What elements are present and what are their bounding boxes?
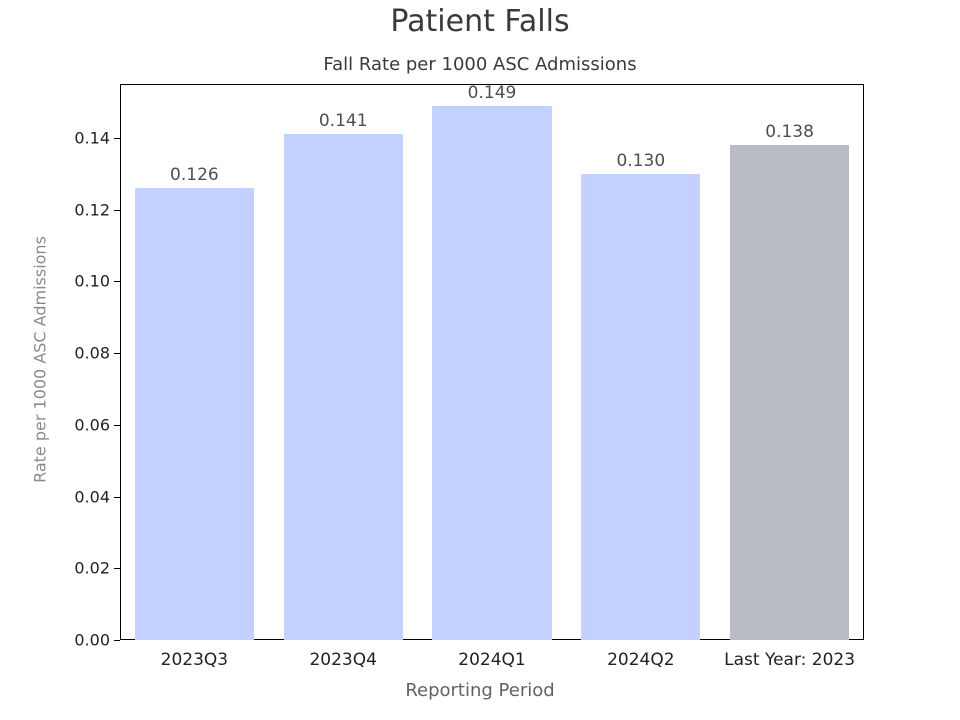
y-tick-mark	[114, 353, 120, 354]
x-tick-label: 2024Q2	[607, 650, 674, 670]
bar-value-label: 0.126	[170, 165, 219, 185]
chart-subtitle: Fall Rate per 1000 ASC Admissions	[0, 54, 960, 75]
chart-page: Patient Falls Fall Rate per 1000 ASC Adm…	[0, 0, 960, 720]
x-tick-label: 2024Q1	[458, 650, 525, 670]
bar	[284, 134, 403, 640]
y-tick-mark	[114, 640, 120, 641]
x-tick-label: Last Year: 2023	[724, 650, 855, 670]
bar	[730, 145, 849, 640]
y-tick-label: 0.02	[0, 559, 110, 578]
y-tick-mark	[114, 425, 120, 426]
y-tick-label: 0.08	[0, 344, 110, 363]
bar-value-label: 0.149	[468, 83, 517, 103]
x-tick-label: 2023Q3	[161, 650, 228, 670]
y-tick-label: 0.14	[0, 128, 110, 147]
bar-value-label: 0.141	[319, 111, 368, 131]
y-tick-mark	[114, 138, 120, 139]
bar	[581, 174, 700, 640]
y-tick-mark	[114, 210, 120, 211]
bar	[432, 106, 551, 640]
x-axis-label: Reporting Period	[0, 680, 960, 701]
bar	[135, 188, 254, 640]
bar-value-label: 0.130	[616, 151, 665, 171]
y-tick-label: 0.04	[0, 487, 110, 506]
y-tick-mark	[114, 568, 120, 569]
y-tick-label: 0.06	[0, 415, 110, 434]
y-tick-label: 0.12	[0, 200, 110, 219]
bar-value-label: 0.138	[765, 122, 814, 142]
chart-supertitle: Patient Falls	[0, 4, 960, 39]
y-tick-label: 0.10	[0, 272, 110, 291]
y-tick-mark	[114, 281, 120, 282]
x-tick-label: 2023Q4	[309, 650, 376, 670]
y-tick-mark	[114, 497, 120, 498]
y-tick-label: 0.00	[0, 631, 110, 650]
